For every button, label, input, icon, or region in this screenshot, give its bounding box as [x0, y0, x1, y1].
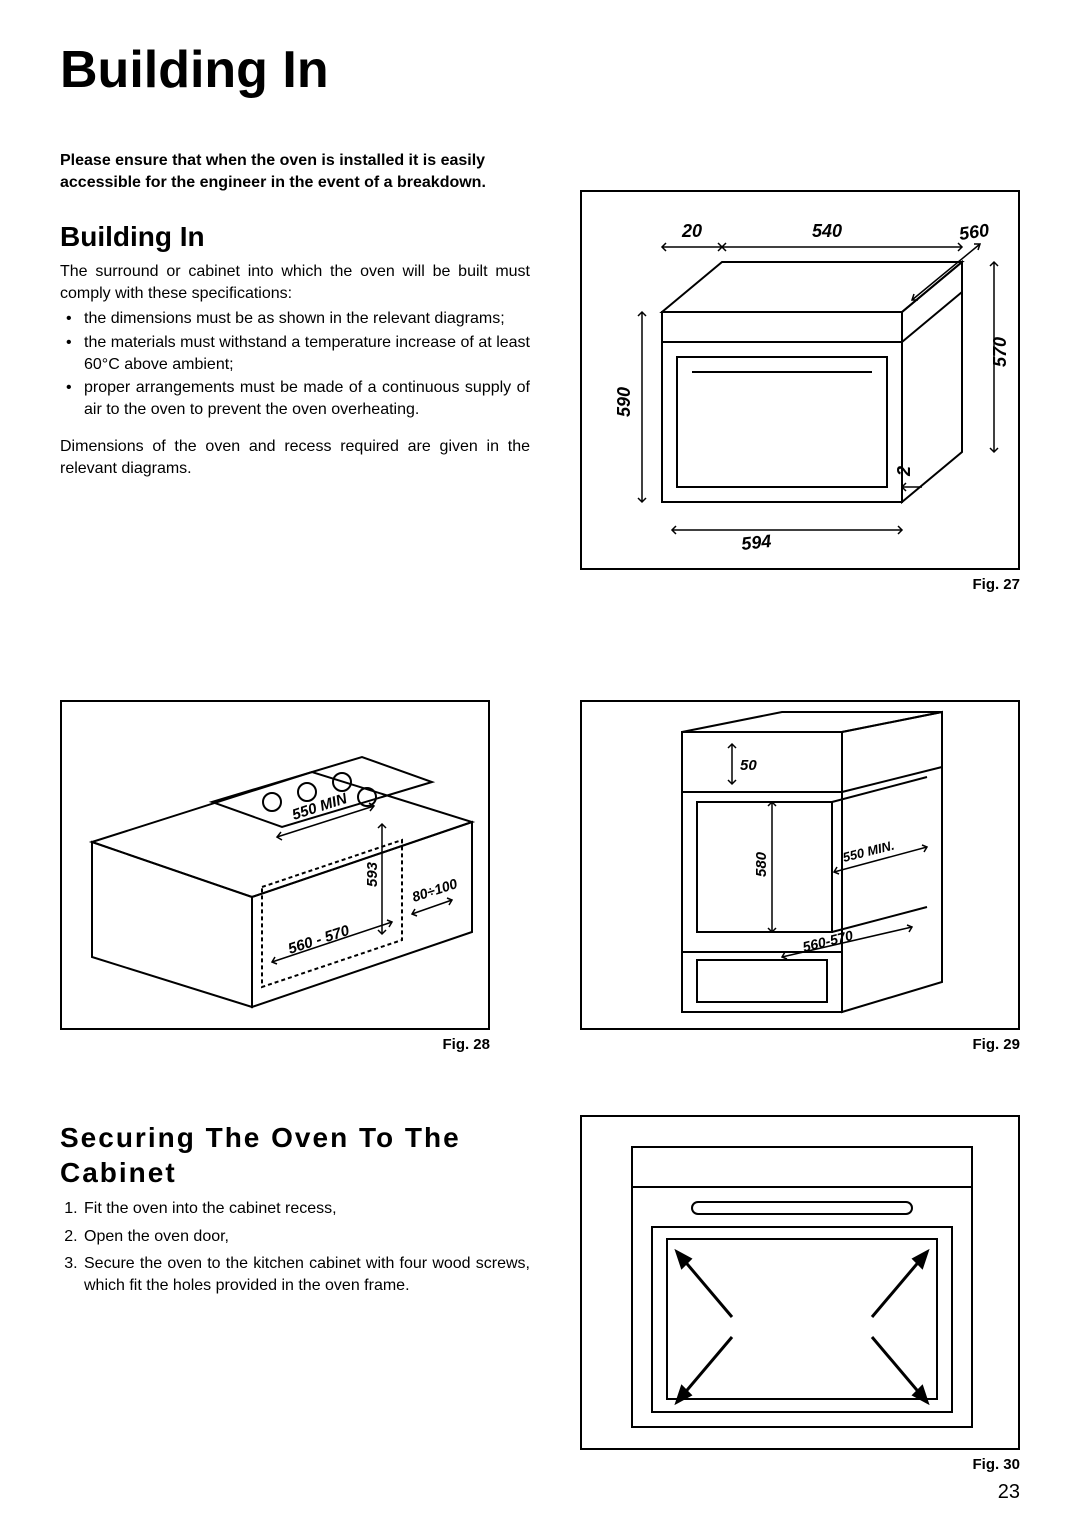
dim-2: 2	[894, 466, 914, 477]
dim-550min2: 550 MIN.	[841, 838, 896, 865]
dim-560-570: 560 - 570	[286, 922, 352, 958]
step-item: Secure the oven to the kitchen cabinet w…	[82, 1253, 530, 1296]
figure-30	[580, 1115, 1020, 1450]
dim-50: 50	[740, 757, 757, 774]
dim-20: 20	[681, 221, 702, 241]
step-item: Open the oven door,	[82, 1226, 530, 1248]
step-item: Fit the oven into the cabinet recess,	[82, 1198, 530, 1220]
building-in-lead: The surround or cabinet into which the o…	[60, 261, 530, 304]
spec-item: the materials must withstand a temperatu…	[60, 332, 530, 375]
dim-593: 593	[364, 861, 381, 887]
dim-540: 540	[812, 221, 842, 241]
figure-29-caption: Fig. 29	[580, 1036, 1020, 1053]
page-title: Building In	[60, 40, 1020, 100]
figure-27: 20 540 560 590 570 594 2	[580, 190, 1020, 570]
dim-590: 590	[614, 387, 634, 417]
install-warning: Please ensure that when the oven is inst…	[60, 150, 530, 193]
building-in-heading: Building In	[60, 221, 530, 253]
dim-570: 570	[990, 337, 1010, 367]
page-number: 23	[998, 1481, 1020, 1504]
figure-27-caption: Fig. 27	[580, 576, 1020, 593]
dim-580: 580	[753, 851, 770, 877]
securing-steps: Fit the oven into the cabinet recess, Op…	[60, 1198, 530, 1296]
figure-28: 550 MIN 593 80÷100 560 - 570	[60, 700, 490, 1030]
spec-item: proper arrangements must be made of a co…	[60, 377, 530, 420]
dim-594: 594	[740, 531, 772, 554]
dim-560: 560	[958, 220, 991, 244]
figure-30-caption: Fig. 30	[580, 1456, 1020, 1473]
building-in-trailer: Dimensions of the oven and recess requir…	[60, 436, 530, 479]
spec-list: the dimensions must be as shown in the r…	[60, 308, 530, 420]
spec-item: the dimensions must be as shown in the r…	[60, 308, 530, 330]
figure-28-caption: Fig. 28	[60, 1036, 490, 1053]
figure-29: 50 580 550 MIN. 560-570	[580, 700, 1020, 1030]
securing-heading: Securing The Oven To The Cabinet	[60, 1120, 530, 1190]
